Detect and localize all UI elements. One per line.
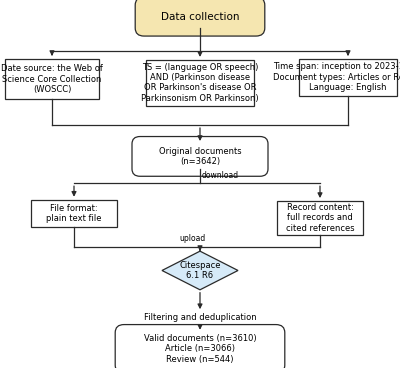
Polygon shape <box>162 251 238 290</box>
Bar <box>31 199 117 227</box>
Bar <box>277 201 363 235</box>
FancyBboxPatch shape <box>115 325 285 368</box>
Text: Valid documents (n=3610)
Article (n=3066)
Review (n=544): Valid documents (n=3610) Article (n=3066… <box>144 334 256 364</box>
Bar <box>146 60 254 106</box>
Text: Record content:
full records and
cited references: Record content: full records and cited r… <box>286 203 354 233</box>
Text: File format:
plain text file: File format: plain text file <box>46 204 102 223</box>
Text: Citespace
6.1 R6: Citespace 6.1 R6 <box>179 261 221 280</box>
Text: TS = (language OR speech)
AND (Parkinson disease
OR Parkinson's disease OR
Parki: TS = (language OR speech) AND (Parkinson… <box>141 63 259 103</box>
Text: upload: upload <box>179 234 205 243</box>
Bar <box>299 59 397 96</box>
Bar <box>5 59 99 99</box>
Text: Time span: inception to 2023-11-10
Document types: Articles or Review
Language: : Time span: inception to 2023-11-10 Docum… <box>273 63 400 92</box>
Text: Data collection: Data collection <box>161 11 239 22</box>
Text: Original documents
(n=3642): Original documents (n=3642) <box>159 147 241 166</box>
FancyBboxPatch shape <box>132 137 268 176</box>
FancyBboxPatch shape <box>135 0 265 36</box>
Text: Filtering and deduplication: Filtering and deduplication <box>144 313 256 322</box>
Text: Date source: the Web of
Science Core Collection
(WOSCC): Date source: the Web of Science Core Col… <box>1 64 103 94</box>
Text: download: download <box>202 171 238 180</box>
